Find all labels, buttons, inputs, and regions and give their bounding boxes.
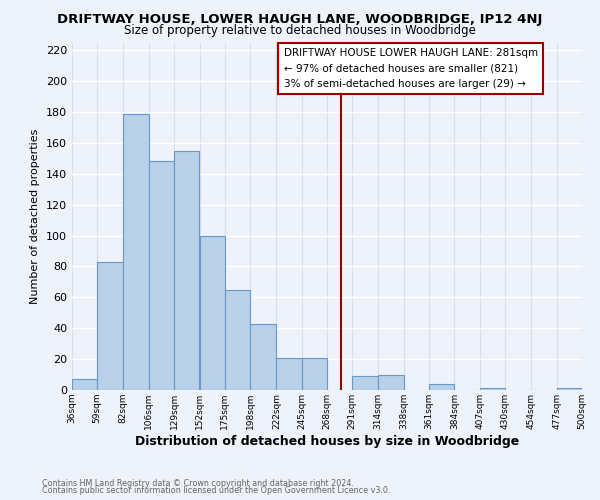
Bar [480, 388, 505, 390]
Bar [429, 384, 455, 390]
Bar [250, 324, 277, 390]
Text: DRIFTWAY HOUSE, LOWER HAUGH LANE, WOODBRIDGE, IP12 4NJ: DRIFTWAY HOUSE, LOWER HAUGH LANE, WOODBR… [58, 12, 542, 26]
Text: Size of property relative to detached houses in Woodbridge: Size of property relative to detached ho… [124, 24, 476, 37]
Bar [97, 262, 122, 390]
Bar [352, 376, 377, 390]
Y-axis label: Number of detached properties: Number of detached properties [31, 128, 40, 304]
Bar [122, 114, 149, 390]
Bar [174, 150, 199, 390]
Bar [149, 162, 174, 390]
Bar [377, 374, 404, 390]
Bar [557, 388, 582, 390]
Bar [225, 290, 250, 390]
Text: Contains HM Land Registry data © Crown copyright and database right 2024.: Contains HM Land Registry data © Crown c… [42, 478, 354, 488]
X-axis label: Distribution of detached houses by size in Woodbridge: Distribution of detached houses by size … [135, 434, 519, 448]
Text: DRIFTWAY HOUSE LOWER HAUGH LANE: 281sqm
← 97% of detached houses are smaller (82: DRIFTWAY HOUSE LOWER HAUGH LANE: 281sqm … [284, 48, 538, 89]
Bar [302, 358, 327, 390]
Text: Contains public sector information licensed under the Open Government Licence v3: Contains public sector information licen… [42, 486, 391, 495]
Bar [72, 379, 97, 390]
Bar [199, 236, 225, 390]
Bar [277, 358, 302, 390]
